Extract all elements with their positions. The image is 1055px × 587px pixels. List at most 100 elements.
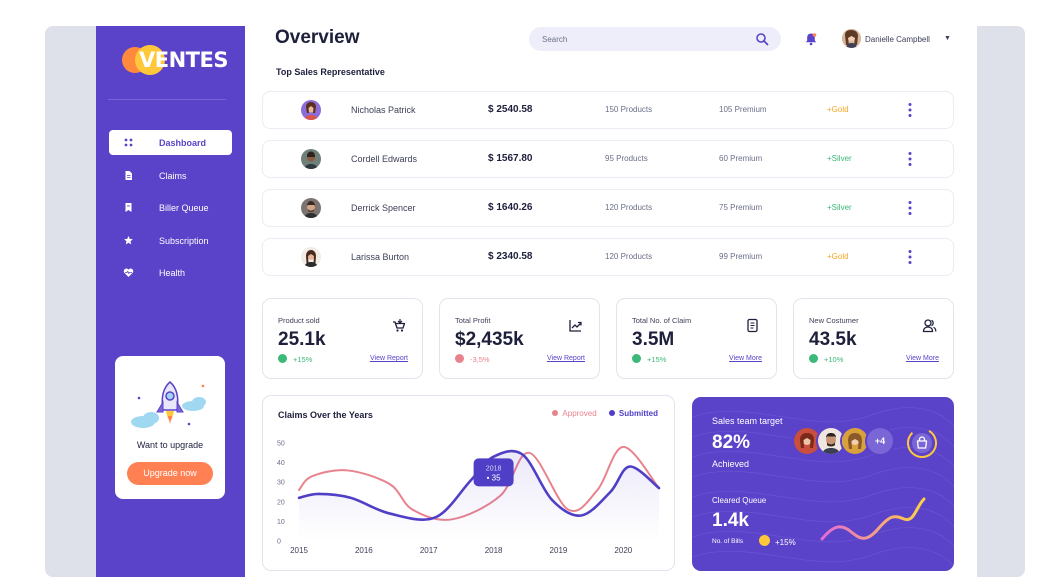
rep-products: 150 Products [605,105,653,114]
rep-amount: $ 1567.80 [488,153,533,164]
stat-label: Total Profit [455,316,491,325]
bills-change: +15% [775,538,796,547]
more-members-badge[interactable]: +4 [865,426,895,456]
search-input[interactable]: Search [542,35,568,44]
avatar [301,149,321,169]
more-vertical-icon[interactable] [907,200,913,216]
stat-change: +10% [824,355,844,364]
legend-approved: Approved [552,409,597,418]
trend-chart-icon [569,320,582,332]
bell-icon[interactable] [804,32,818,46]
trend-down-icon [455,354,464,363]
stat-label: Total No. of Claim [632,316,692,325]
dashboard-icon [124,138,133,147]
series-area-submitted [299,451,659,541]
brand-name: VENTES [139,48,228,72]
shopping-bag-icon[interactable] [906,427,938,459]
x-tick-label: 2015 [290,546,308,555]
rep-products: 95 Products [605,154,648,163]
sidebar-item-subscription[interactable]: Subscription [109,228,232,253]
main-content: Overview Search Danielle Campbell ▼ Top … [245,26,977,577]
claims-chart-card: Claims Over the Years Approved Submitted… [262,395,675,571]
legend-submitted: Submitted [608,409,658,418]
upgrade-title: Want to upgrade [136,440,204,450]
y-tick-label: 40 [277,460,285,467]
stat-value: 25.1k [278,329,326,350]
y-tick-label: 0 [277,539,281,546]
trend-up-icon [809,354,818,363]
y-tick-label: 20 [277,499,285,506]
list-item[interactable]: Cordell Edwards $ 1567.80 95 Products 60… [262,140,954,178]
sidebar: VENTES Dashboard Claims Biller Queue Sub… [96,26,245,577]
stat-label: New Costumer [809,316,859,325]
x-tick-label: 2020 [614,546,632,555]
y-tick-label: 30 [277,480,285,487]
view-more-link[interactable]: View More [729,355,762,362]
stat-card-total-claims: Total No. of Claim 3.5M +15% View More [616,298,777,379]
rep-name: Derrick Spencer [351,203,416,213]
view-report-link[interactable]: View Report [546,355,585,362]
avatar [301,247,321,267]
rep-name: Larissa Burton [351,252,410,262]
rep-products: 120 Products [605,203,653,212]
rep-tier: +Silver [827,203,852,212]
document-icon [125,170,132,180]
sidebar-item-label: Health [159,268,186,278]
more-vertical-icon[interactable] [907,102,913,118]
stat-change: -3,5% [470,355,490,364]
sparkline-chart [820,497,926,541]
team-avatars[interactable]: +4 [792,426,902,458]
sales-target-percent: 82% [712,432,751,453]
user-avatar[interactable] [842,29,861,48]
rep-products: 120 Products [605,252,653,261]
more-vertical-icon[interactable] [907,249,913,265]
stat-change: +15% [293,355,313,364]
list-item[interactable]: Derrick Spencer $ 1640.26 120 Products 7… [262,189,954,227]
cart-icon [393,319,406,332]
chevron-down-icon[interactable]: ▼ [944,35,951,42]
search-bar[interactable]: Search [529,27,781,51]
stat-value: 43.5k [809,329,857,350]
view-more-link[interactable]: View More [906,355,939,362]
rep-premium: 60 Premium [719,154,763,163]
rep-tier: +Silver [827,154,852,163]
bookmark-icon [125,203,132,212]
tooltip-year: 2018 [486,465,502,472]
wave-pattern [692,407,954,568]
sidebar-item-health[interactable]: Health [109,260,232,285]
brand-logo[interactable]: VENTES [122,45,228,77]
rep-tier: +Gold [827,252,849,261]
upgrade-button[interactable]: Upgrade now [127,462,213,485]
rep-amount: $ 1640.26 [488,202,533,213]
sidebar-item-claims[interactable]: Claims [109,163,232,188]
sidebar-item-label: Biller Queue [159,203,209,213]
rep-name: Cordell Edwards [351,154,418,164]
search-icon[interactable] [755,32,769,46]
sidebar-item-label: Subscription [159,235,209,246]
rocket-icon [131,381,206,428]
trend-up-icon [278,354,287,363]
legend-label-approved: Approved [562,409,597,418]
rep-premium: 75 Premium [719,203,763,212]
sales-target-title: Sales team target [712,416,783,426]
x-tick-label: 2018 [485,546,503,555]
rep-premium: 99 Premium [719,252,763,261]
avatar [301,198,321,218]
user-name[interactable]: Danielle Campbell [865,35,930,44]
more-vertical-icon[interactable] [907,151,913,167]
list-item[interactable]: Nicholas Patrick $ 2540.58 150 Products … [262,91,954,129]
legend-label-submitted: Submitted [618,409,658,418]
rep-premium: 105 Premium [719,105,767,114]
reps-list: Nicholas Patrick $ 2540.58 150 Products … [262,91,954,287]
view-report-link[interactable]: View Report [369,355,408,362]
y-tick-label: 50 [277,441,285,448]
sidebar-item-label: Dashboard [159,138,207,148]
bills-label: No. of Bills [712,538,744,545]
list-item[interactable]: Larissa Burton $ 2340.58 120 Products 99… [262,238,954,276]
sidebar-item-biller-queue[interactable]: Biller Queue [109,195,232,220]
sidebar-item-dashboard[interactable]: Dashboard [109,130,232,155]
stat-change: +15% [647,355,667,364]
x-tick-label: 2019 [550,546,568,555]
x-tick-label: 2017 [420,546,438,555]
stat-value: $2,435k [455,329,524,350]
